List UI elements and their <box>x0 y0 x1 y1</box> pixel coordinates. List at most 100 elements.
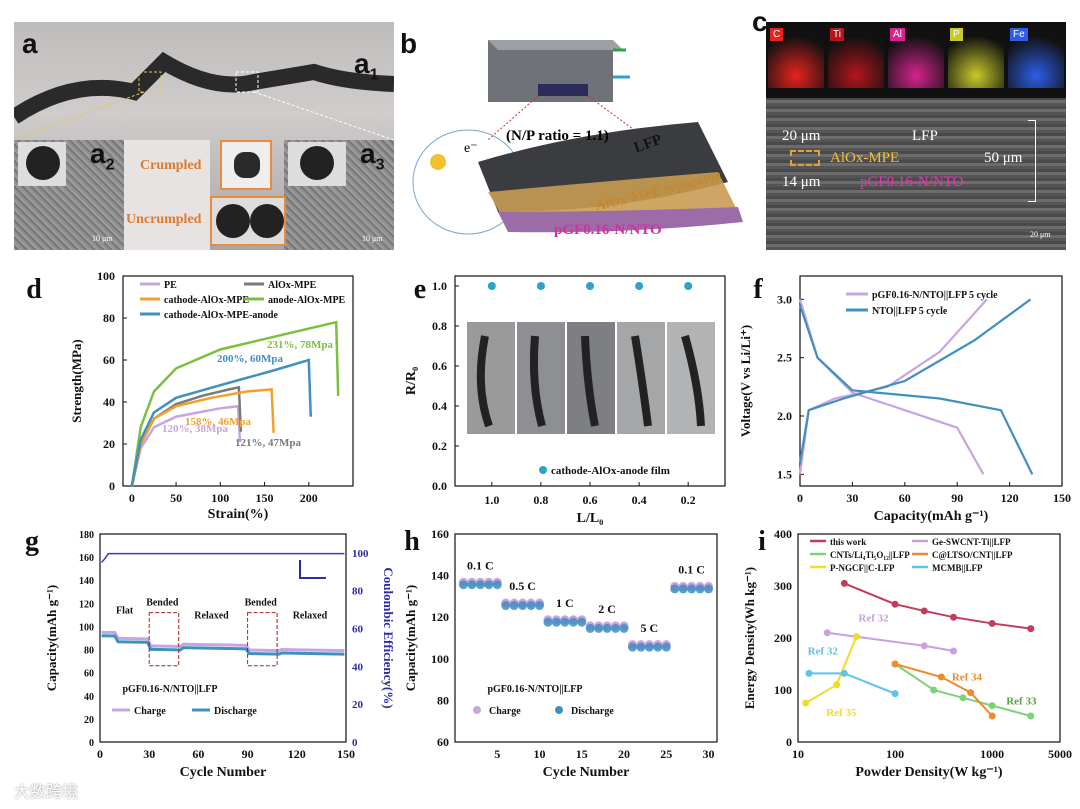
h-discharge-point <box>695 584 705 594</box>
d-xtick-label: 0 <box>129 491 135 505</box>
g-ytick-label: 0 <box>89 738 94 749</box>
i-data-point <box>920 642 928 650</box>
panel-b-label: b <box>400 28 418 59</box>
chart-h-frame <box>454 533 718 743</box>
d-ytick-label: 80 <box>103 311 115 325</box>
g-series-line <box>101 630 345 653</box>
g-ytick-label: 180 <box>79 530 94 541</box>
g-ytick-label: 60 <box>84 669 94 680</box>
i-series-line <box>843 582 1031 630</box>
g-ylabel2: Coulombic Efficiency(%) <box>381 567 396 708</box>
thickness-14: 14 μm <box>782 174 821 190</box>
e-data-point <box>635 282 644 290</box>
chart-i-frame <box>797 533 1061 743</box>
f-ytick-label: 3.0 <box>777 292 792 306</box>
i-ytick-label: 400 <box>774 527 792 541</box>
d-legend-label: AlOx-MPE <box>268 280 317 291</box>
e-data-point <box>536 282 545 290</box>
h-discharge-point <box>535 601 545 611</box>
i-xtick-label: 10 <box>792 747 804 761</box>
d-series-line <box>130 388 275 487</box>
layer-aloxmpe: AlOx-MPE <box>830 150 900 166</box>
e-xtick-label: 0.2 <box>681 493 696 507</box>
h-ytick-label: 140 <box>431 569 449 583</box>
d-annotation: 158%, 46Mpa <box>185 416 252 428</box>
uncrumpled-label: Uncrumpled <box>126 212 202 227</box>
i-data-point <box>891 600 899 608</box>
e-ytick-label: 1.0 <box>432 279 447 293</box>
scale-label-right: 10 μm <box>362 234 383 243</box>
i-data-point <box>920 607 928 615</box>
f-ytick-label: 2.0 <box>777 409 792 423</box>
i-ylabel: Energy Density(Wh kg⁻¹) <box>742 567 757 709</box>
uncrumpled-photo <box>210 196 286 246</box>
layer-anode: pGF0.16-N/NTO <box>860 174 964 190</box>
h-rate-label: 2 C <box>598 602 616 616</box>
g-ytick-label: 160 <box>79 553 94 564</box>
g-y2tick-label: 80 <box>352 586 364 598</box>
e-film-shape <box>681 334 705 427</box>
eds-map-c: C <box>768 26 824 88</box>
eds-map-al: Al <box>888 26 944 88</box>
panel-a-label: a <box>22 28 38 59</box>
a-center-background <box>124 140 210 250</box>
h-xtick-label: 20 <box>618 747 630 761</box>
h-ytick-label: 120 <box>431 610 449 624</box>
h-xtick-label: 10 <box>534 747 546 761</box>
e-legend-marker <box>539 466 547 474</box>
sub-label-a2: a2 <box>90 138 115 174</box>
e-data-point <box>684 282 693 290</box>
i-data-point <box>988 712 996 720</box>
eds-map-p: P <box>948 26 1004 88</box>
d-annotation: 121%, 47Mpa <box>235 437 302 449</box>
e-data-point <box>487 282 496 290</box>
h-discharge-point <box>644 642 654 652</box>
i-data-point <box>1027 625 1035 633</box>
i-ref-label: Ref 34 <box>952 672 983 684</box>
i-series-line <box>809 672 896 695</box>
h-xlabel: Cycle Number <box>543 765 630 780</box>
g-xtick-label: 60 <box>192 747 204 761</box>
g-xtick-label: 30 <box>143 747 155 761</box>
i-data-point <box>840 669 848 677</box>
i-xtick-label: 1000 <box>980 747 1004 761</box>
g-xtick-label: 90 <box>242 747 254 761</box>
h-discharge-point <box>585 623 595 633</box>
i-ref-label: Ref 32 <box>808 646 839 658</box>
chart-g-frame <box>99 533 347 743</box>
g-ce-line <box>101 552 345 563</box>
h-inner-title: pGF0.16-N/NTO||LFP <box>487 684 582 695</box>
h-discharge-point <box>568 617 578 627</box>
d-series-line <box>130 358 313 487</box>
f-series-line <box>798 298 1032 463</box>
e-xlabel: L/L₀ <box>577 511 604 526</box>
h-discharge-point <box>670 584 680 594</box>
e-ytick-label: 0.6 <box>432 359 447 373</box>
i-legend-label: CNTs/Li₄Ti₅O₁₂||LFP <box>830 550 910 560</box>
panel-b: (N/P ratio = 1.1) LFP AlOx-MPE separator… <box>398 22 758 250</box>
f-xtick-label: 120 <box>1001 491 1019 505</box>
disc-photo-right <box>288 142 346 186</box>
panel-i-label: i <box>758 526 766 557</box>
i-ytick-label: 300 <box>774 579 792 593</box>
h-rate-label: 0.1 C <box>467 558 494 572</box>
h-discharge-point <box>458 580 468 590</box>
h-discharge-point <box>467 580 477 590</box>
e-ytick-label: 0.2 <box>432 439 447 453</box>
i-data-point <box>833 681 841 689</box>
eds-map-row: C Ti Al P Fe <box>766 22 1066 92</box>
eds-map-tag: Fe <box>1010 28 1028 41</box>
h-discharge-point <box>551 617 561 627</box>
battery-schematic <box>412 40 743 235</box>
spiral-film-illustration <box>14 51 394 141</box>
h-discharge-point <box>602 623 612 633</box>
g-note: Bended <box>146 598 179 609</box>
e-xtick-label: 0.6 <box>583 493 598 507</box>
scale-label-left: 10 μm <box>92 234 113 243</box>
f-ytick-label: 2.5 <box>777 351 792 365</box>
h-xtick-label: 15 <box>576 747 588 761</box>
h-discharge-point <box>594 623 604 633</box>
h-xtick-label: 30 <box>703 747 715 761</box>
